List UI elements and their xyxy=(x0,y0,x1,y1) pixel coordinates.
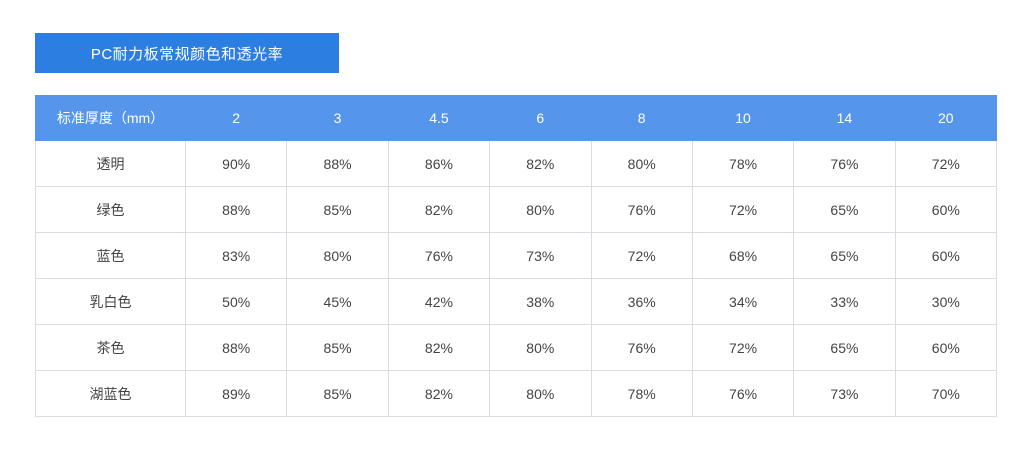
table-corner-header: 标准厚度（mm） xyxy=(35,95,186,141)
cell-value: 80% xyxy=(286,232,389,279)
cell-value: 65% xyxy=(793,232,896,279)
table-body: 透明 90% 88% 86% 82% 80% 78% 76% 72% 绿色 88… xyxy=(35,140,998,417)
cell-value: 42% xyxy=(387,278,491,325)
cell-value: 80% xyxy=(489,370,592,417)
cell-value: 70% xyxy=(894,370,998,417)
cell-value: 89% xyxy=(184,370,288,417)
cell-value: 85% xyxy=(286,186,389,233)
page-title: PC耐力板常规颜色和透光率 xyxy=(90,45,284,63)
cell-value: 60% xyxy=(894,324,998,371)
table-row: 乳白色 50% 45% 42% 38% 36% 34% 33% 30% xyxy=(35,278,998,325)
cell-value: 34% xyxy=(691,278,795,325)
column-header-7: 20 xyxy=(894,95,998,141)
cell-value: 60% xyxy=(894,232,998,279)
cell-value: 88% xyxy=(286,140,389,187)
title-banner: PC耐力板常规颜色和透光率 xyxy=(35,33,339,73)
table-row: 绿色 88% 85% 82% 80% 76% 72% 65% 60% xyxy=(35,186,998,233)
cell-value: 88% xyxy=(184,186,288,233)
cell-value: 72% xyxy=(691,186,795,233)
row-label: 乳白色 xyxy=(35,278,186,325)
spec-table-wrapper: 标准厚度（mm） 2 3 4.5 6 8 10 14 20 透明 90% 88%… xyxy=(35,95,998,417)
cell-value: 30% xyxy=(894,278,998,325)
cell-value: 80% xyxy=(489,324,592,371)
column-header-2: 4.5 xyxy=(387,95,491,141)
cell-value: 38% xyxy=(489,278,592,325)
cell-value: 76% xyxy=(590,324,693,371)
cell-value: 85% xyxy=(286,370,389,417)
cell-value: 72% xyxy=(894,140,998,187)
cell-value: 82% xyxy=(387,324,491,371)
cell-value: 76% xyxy=(793,140,896,187)
row-label: 绿色 xyxy=(35,186,186,233)
cell-value: 65% xyxy=(793,324,896,371)
cell-value: 72% xyxy=(590,232,693,279)
cell-value: 68% xyxy=(691,232,795,279)
cell-value: 76% xyxy=(691,370,795,417)
row-label: 湖蓝色 xyxy=(35,370,186,417)
table-header: 标准厚度（mm） 2 3 4.5 6 8 10 14 20 xyxy=(35,95,998,141)
column-header-5: 10 xyxy=(691,95,795,141)
cell-value: 73% xyxy=(793,370,896,417)
cell-value: 36% xyxy=(590,278,693,325)
cell-value: 50% xyxy=(184,278,288,325)
column-header-6: 14 xyxy=(793,95,896,141)
column-header-0: 2 xyxy=(184,95,288,141)
cell-value: 60% xyxy=(894,186,998,233)
cell-value: 78% xyxy=(691,140,795,187)
table-row: 湖蓝色 89% 85% 82% 80% 78% 76% 73% 70% xyxy=(35,370,998,417)
cell-value: 78% xyxy=(590,370,693,417)
cell-value: 76% xyxy=(590,186,693,233)
cell-value: 83% xyxy=(184,232,288,279)
cell-value: 65% xyxy=(793,186,896,233)
cell-value: 82% xyxy=(489,140,592,187)
column-header-1: 3 xyxy=(286,95,389,141)
table-row: 茶色 88% 85% 82% 80% 76% 72% 65% 60% xyxy=(35,324,998,371)
cell-value: 88% xyxy=(184,324,288,371)
cell-value: 82% xyxy=(387,186,491,233)
cell-value: 72% xyxy=(691,324,795,371)
cell-value: 76% xyxy=(387,232,491,279)
cell-value: 82% xyxy=(387,370,491,417)
column-header-3: 6 xyxy=(489,95,592,141)
cell-value: 86% xyxy=(387,140,491,187)
table-row: 透明 90% 88% 86% 82% 80% 78% 76% 72% xyxy=(35,140,998,187)
column-header-4: 8 xyxy=(590,95,693,141)
cell-value: 80% xyxy=(489,186,592,233)
cell-value: 85% xyxy=(286,324,389,371)
cell-value: 90% xyxy=(184,140,288,187)
transmittance-table: 标准厚度（mm） 2 3 4.5 6 8 10 14 20 透明 90% 88%… xyxy=(35,95,998,417)
cell-value: 73% xyxy=(489,232,592,279)
table-header-row: 标准厚度（mm） 2 3 4.5 6 8 10 14 20 xyxy=(35,95,998,141)
row-label: 蓝色 xyxy=(35,232,186,279)
row-label: 透明 xyxy=(35,140,186,187)
table-row: 蓝色 83% 80% 76% 73% 72% 68% 65% 60% xyxy=(35,232,998,279)
row-label: 茶色 xyxy=(35,324,186,371)
cell-value: 45% xyxy=(286,278,389,325)
cell-value: 80% xyxy=(590,140,693,187)
cell-value: 33% xyxy=(793,278,896,325)
